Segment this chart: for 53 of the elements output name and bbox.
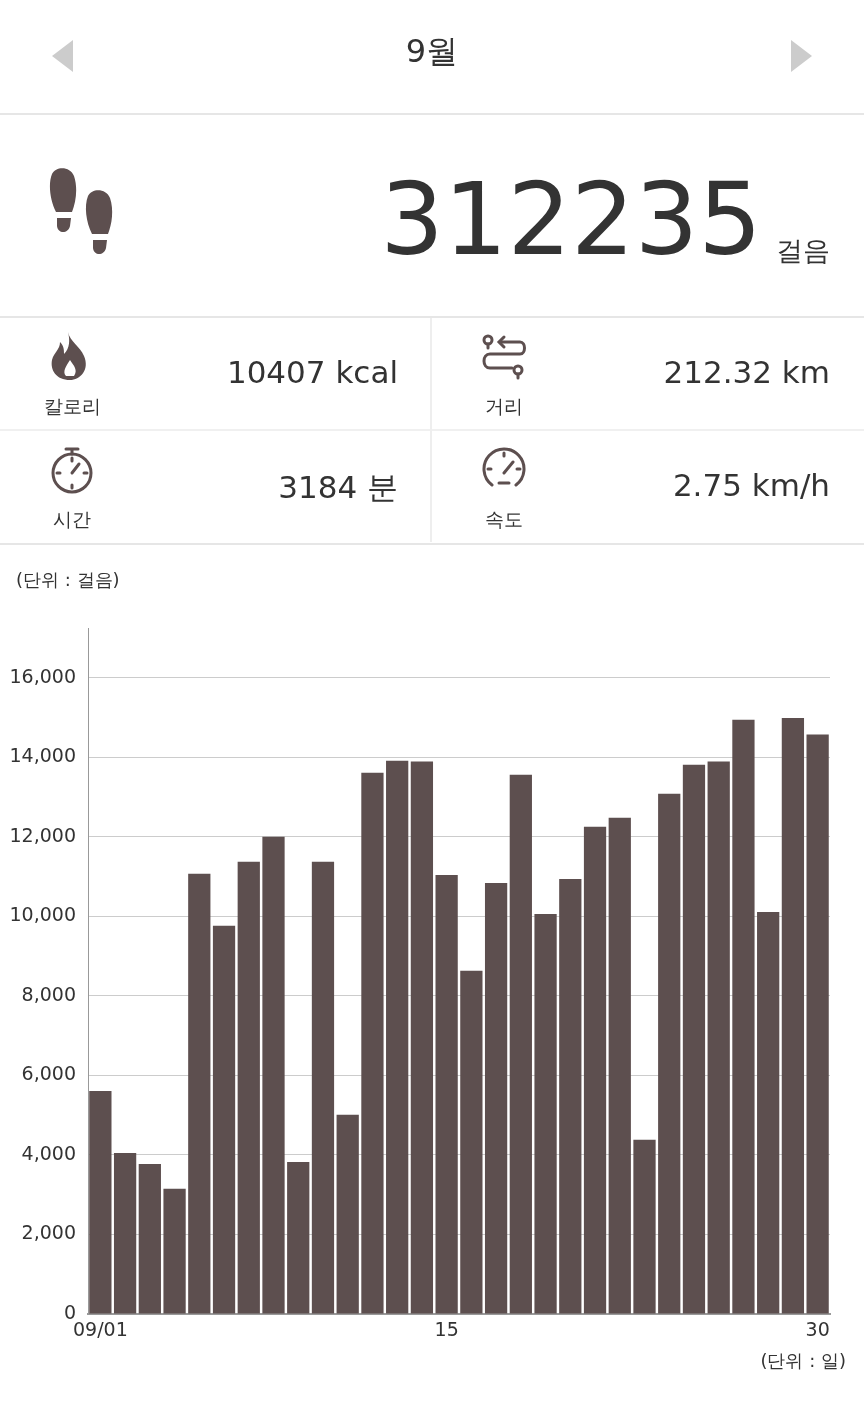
bar xyxy=(287,1162,310,1314)
y-tick-label: 2,000 xyxy=(21,1221,76,1244)
bar xyxy=(188,873,211,1314)
bar xyxy=(410,761,434,1314)
text: 거리 xyxy=(484,394,524,419)
y-tick-label: 8,000 xyxy=(21,982,76,1005)
text: 속도 xyxy=(484,507,524,532)
bar xyxy=(732,719,755,1314)
text: 칼로리 xyxy=(42,394,102,419)
bar xyxy=(138,1164,161,1314)
text: 3184 분 xyxy=(277,468,398,507)
y-tick-label: 14,000 xyxy=(9,744,76,767)
bar xyxy=(89,1090,112,1314)
bar xyxy=(212,925,236,1314)
text: 9월 xyxy=(404,31,460,72)
text: 시간 xyxy=(52,507,92,532)
bar xyxy=(113,1152,137,1314)
bar xyxy=(682,764,706,1314)
bar xyxy=(311,861,335,1314)
bar xyxy=(806,734,829,1314)
bar xyxy=(361,772,384,1314)
y-tick-label: 16,000 xyxy=(9,664,76,687)
text: 312235 xyxy=(379,160,762,280)
text: 10407 kcal xyxy=(225,354,398,390)
y-tick-label: 4,000 xyxy=(21,1141,76,1164)
x-axis-title: (단위 : 일) xyxy=(760,1349,846,1371)
bar xyxy=(262,836,285,1314)
bar xyxy=(707,761,730,1314)
y-tick-label: 6,000 xyxy=(21,1062,76,1085)
bar xyxy=(163,1188,186,1314)
bar xyxy=(583,826,607,1314)
bar xyxy=(658,793,681,1314)
y-axis-title: (단위 : 걸음) xyxy=(16,568,120,590)
bar xyxy=(534,913,557,1314)
y-tick-label: 12,000 xyxy=(9,823,76,846)
text: 걸음 xyxy=(776,234,830,268)
bar xyxy=(781,717,805,1314)
bar xyxy=(336,1114,359,1314)
bar xyxy=(559,878,582,1314)
bar xyxy=(484,882,508,1314)
bar xyxy=(608,817,631,1314)
y-tick-label: 10,000 xyxy=(9,903,76,926)
bar xyxy=(386,760,409,1314)
bar xyxy=(509,774,532,1314)
bar xyxy=(435,874,458,1314)
bar xyxy=(633,1139,656,1314)
x-tick-label: 15 xyxy=(434,1318,459,1341)
bar xyxy=(757,911,780,1314)
text: 212.32 km xyxy=(662,354,830,390)
bar xyxy=(460,970,483,1314)
text: 2.75 km/h xyxy=(671,467,830,503)
x-tick-label: 30 xyxy=(805,1318,830,1341)
bar xyxy=(237,861,260,1314)
